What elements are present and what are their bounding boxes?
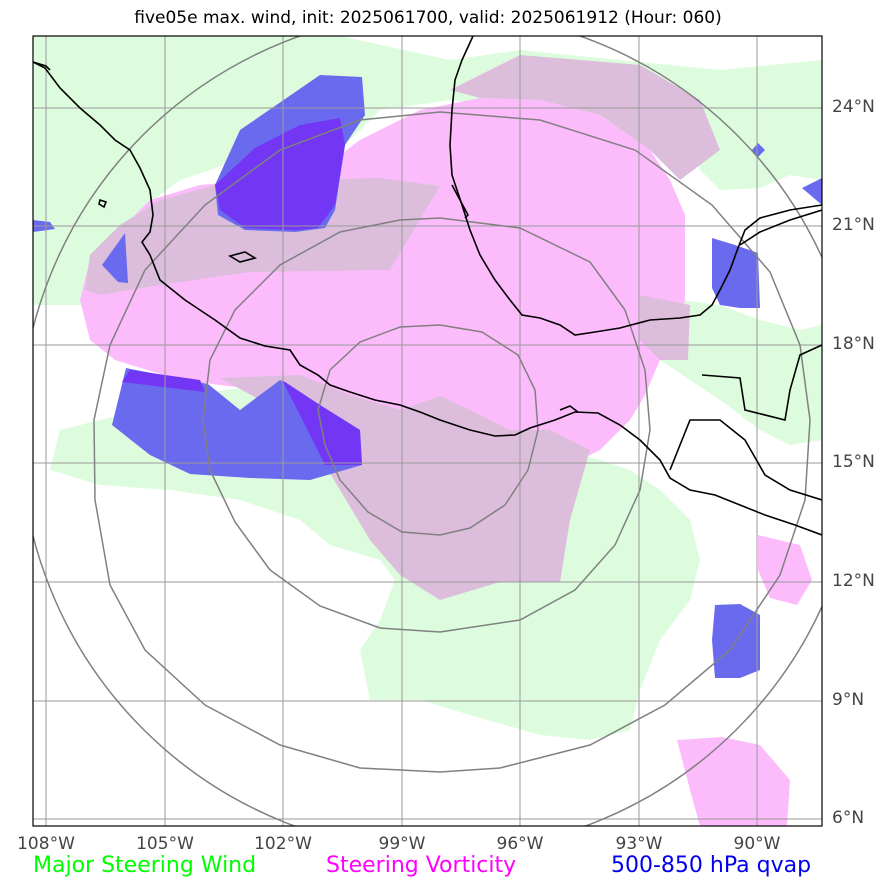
qvap-strong-north bbox=[215, 118, 345, 230]
lon-label-99w: 99°W bbox=[378, 834, 426, 854]
qvap-area-ne-edge bbox=[802, 178, 822, 205]
map-title: five05e max. wind, init: 2025061700, val… bbox=[134, 8, 722, 28]
coast-baja-tip bbox=[451, 184, 469, 219]
lat-label-6n: 6°N bbox=[832, 808, 865, 828]
lat-label-9n: 9°N bbox=[832, 690, 865, 710]
qvap-strong-south bbox=[122, 370, 205, 392]
ring-outer bbox=[93, 111, 811, 773]
lon-label-108w: 108°W bbox=[17, 834, 75, 854]
graticule bbox=[33, 36, 822, 826]
qvap-strong-center bbox=[282, 380, 362, 465]
ring-inner bbox=[317, 324, 539, 536]
lat-label-12n: 12°N bbox=[832, 571, 875, 591]
legend-steering-wind: Major Steering Wind bbox=[33, 853, 257, 878]
coast-pac-island bbox=[559, 405, 579, 413]
lat-label-21n: 21°N bbox=[832, 215, 875, 235]
qvap-area-west-small bbox=[102, 233, 128, 283]
lat-label-18n: 18°N bbox=[832, 334, 875, 354]
overlap-area-nw bbox=[85, 178, 440, 295]
border-guatemala bbox=[701, 344, 822, 421]
qvap-area-east bbox=[712, 238, 760, 308]
lat-label-15n: 15°N bbox=[832, 452, 875, 472]
distance-rings bbox=[33, 36, 822, 826]
legend-qvap: 500-850 hPa qvap bbox=[611, 853, 812, 878]
coast-island bbox=[227, 251, 258, 263]
lon-label-90w: 90°W bbox=[733, 834, 781, 854]
ring-middle bbox=[202, 217, 651, 633]
coast-island-2 bbox=[98, 198, 108, 209]
coast-mainland-west bbox=[33, 61, 51, 71]
vorticity-area-s bbox=[677, 737, 790, 826]
coast-baja bbox=[33, 61, 822, 536]
lon-label-96w: 96°W bbox=[496, 834, 544, 854]
map-frame bbox=[32, 35, 823, 827]
qvap-strong-areas bbox=[122, 118, 362, 465]
lon-label-105w: 105°W bbox=[136, 834, 194, 854]
lat-label-24n: 24°N bbox=[832, 97, 875, 117]
lon-label-102w: 102°W bbox=[254, 834, 312, 854]
overlap-area-ne bbox=[450, 55, 720, 180]
overlap-area-e bbox=[640, 295, 690, 360]
coast-yucatan bbox=[739, 209, 822, 246]
border-central bbox=[669, 419, 822, 501]
coastlines bbox=[33, 36, 822, 536]
lon-label-93w: 93°W bbox=[615, 834, 663, 854]
legend-steering-vorticity: Steering Vorticity bbox=[326, 853, 517, 878]
coast-gulf bbox=[449, 36, 822, 336]
